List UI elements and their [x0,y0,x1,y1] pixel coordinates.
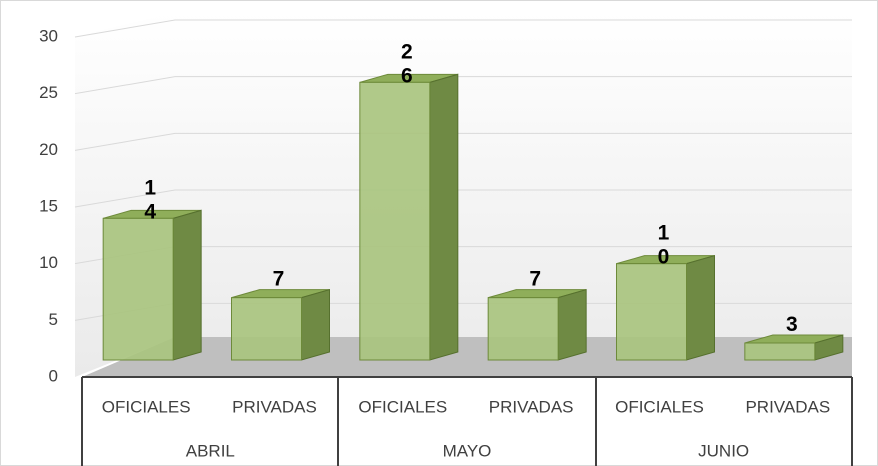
y-tick-label: 0 [49,366,58,385]
x-tick-label: PRIVADAS [489,397,574,416]
data-label: 3 [786,313,798,336]
y-tick-label: 30 [39,26,58,45]
bar [616,263,687,361]
bar [744,342,816,361]
y-tick-label: 20 [39,140,58,159]
bar [359,81,431,361]
bar-side [301,289,330,361]
y-tick-label: 25 [39,83,58,102]
bar-side [557,289,587,361]
x-tick-label: PRIVADAS [745,397,830,416]
bar-side [172,209,202,361]
group-label: JUNIO [698,441,749,460]
bar-side [429,73,459,361]
x-tick-label: OFICIALES [358,397,447,416]
grid-line [74,189,852,208]
data-label: 7 [273,267,285,290]
x-tick-label: OFICIALES [615,397,704,416]
y-tick-label: 15 [39,196,58,215]
grid-line [74,19,852,38]
data-label: 7 [529,267,541,290]
bar [231,297,302,361]
y-tick-label: 10 [39,253,58,272]
grid-line [74,132,852,151]
group-label: ABRIL [186,441,235,460]
bar [487,297,559,361]
group-label: MAYO [443,441,492,460]
y-tick-label: 5 [49,310,58,329]
x-tick-label: OFICIALES [102,397,191,416]
grid-line [74,76,852,95]
x-tick-label: PRIVADAS [232,397,317,416]
bar-side [686,255,715,361]
bar [102,217,174,361]
